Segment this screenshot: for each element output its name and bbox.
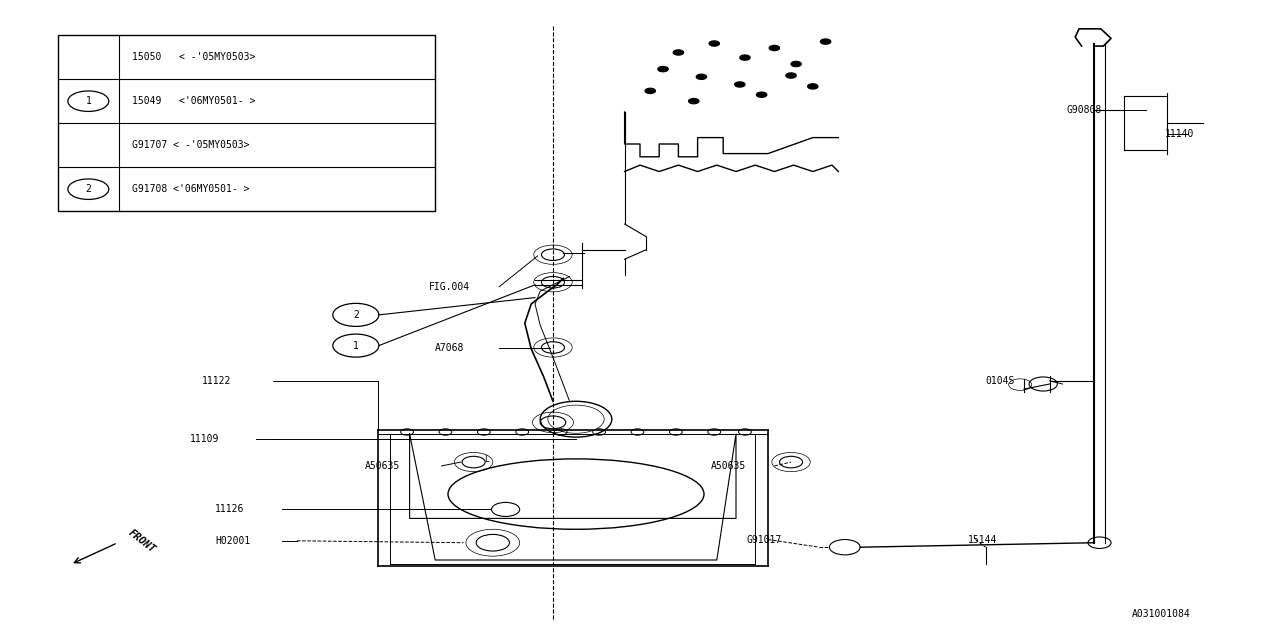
Text: 15144: 15144: [968, 534, 997, 545]
Text: 2: 2: [86, 184, 91, 194]
Circle shape: [735, 82, 745, 87]
Text: 1: 1: [86, 96, 91, 106]
Text: FIG.004: FIG.004: [429, 282, 470, 292]
Circle shape: [756, 92, 767, 97]
Circle shape: [696, 74, 707, 79]
Text: 11122: 11122: [202, 376, 232, 386]
Circle shape: [658, 67, 668, 72]
Circle shape: [808, 84, 818, 89]
Circle shape: [689, 99, 699, 104]
Text: FRONT: FRONT: [127, 528, 157, 556]
Text: A7068: A7068: [435, 342, 465, 353]
Text: A50635: A50635: [365, 461, 401, 471]
Circle shape: [740, 55, 750, 60]
Text: G91708 <'06MY0501- >: G91708 <'06MY0501- >: [132, 184, 250, 194]
Text: 11140: 11140: [1165, 129, 1194, 140]
Circle shape: [645, 88, 655, 93]
Text: G91707 < -'05MY0503>: G91707 < -'05MY0503>: [132, 140, 250, 150]
Text: 11109: 11109: [189, 434, 219, 444]
Text: A50635: A50635: [710, 461, 746, 471]
Text: L: L: [484, 455, 489, 464]
Circle shape: [673, 50, 684, 55]
Text: 15050   < -'05MY0503>: 15050 < -'05MY0503>: [132, 52, 255, 62]
Text: G90808: G90808: [1066, 105, 1102, 115]
Text: 0104S: 0104S: [986, 376, 1015, 386]
Text: 2: 2: [353, 310, 358, 320]
Text: H02001: H02001: [215, 536, 251, 546]
Bar: [58, 35, 435, 211]
Text: A031001084: A031001084: [1132, 609, 1190, 620]
Text: 11126: 11126: [215, 504, 244, 515]
Circle shape: [820, 39, 831, 44]
Text: G91017: G91017: [746, 534, 782, 545]
Circle shape: [791, 61, 801, 67]
Circle shape: [709, 41, 719, 46]
Text: 15049   <'06MY0501- >: 15049 <'06MY0501- >: [132, 96, 255, 106]
Circle shape: [769, 45, 780, 51]
Text: 1: 1: [353, 340, 358, 351]
Circle shape: [786, 73, 796, 78]
